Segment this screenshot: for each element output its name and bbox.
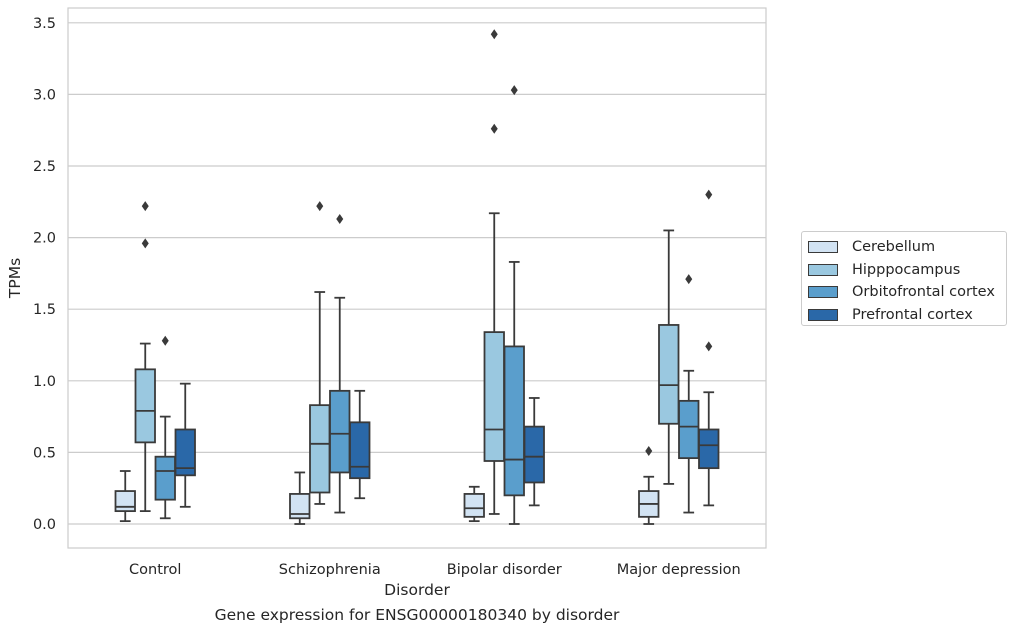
box-body bbox=[523, 425, 545, 484]
box-body bbox=[503, 345, 525, 497]
legend-swatch-orbitofrontal-cortex bbox=[808, 286, 838, 299]
legend-label-cerebellum: Cerebellum bbox=[852, 239, 936, 256]
outlier-point bbox=[685, 274, 693, 285]
box-prefrontal-cortex bbox=[349, 389, 371, 500]
legend-item-prefrontal-cortex: Prefrontal cortex bbox=[808, 304, 1006, 327]
box-body bbox=[114, 490, 136, 513]
box-hipppocampus bbox=[658, 229, 680, 485]
outlier-point bbox=[141, 201, 149, 212]
legend-item-cerebellum: Cerebellum bbox=[808, 236, 1006, 259]
y-tick-label: 1.0 bbox=[33, 374, 56, 390]
outlier-point bbox=[490, 123, 498, 134]
y-tick-labels: 0.0 0.5 1.0 1.5 2.0 2.5 3.0 3.5 bbox=[33, 16, 56, 533]
y-tick-label: 3.5 bbox=[33, 16, 56, 32]
figure-caption: Gene expression for ENSG00000180340 by d… bbox=[214, 606, 620, 624]
box-body bbox=[483, 331, 505, 462]
box-body bbox=[134, 368, 156, 444]
box-body bbox=[678, 399, 700, 460]
outlier-point bbox=[705, 189, 713, 200]
box-orbitofrontal-cortex bbox=[329, 213, 351, 514]
box-cerebellum bbox=[463, 485, 485, 523]
legend: Cerebellum Hipppocampus Orbitofrontal co… bbox=[801, 231, 1007, 326]
legend-swatch-cerebellum bbox=[808, 241, 838, 254]
box-body bbox=[463, 493, 485, 518]
y-tick-label: 0.5 bbox=[33, 445, 56, 461]
box-body bbox=[658, 324, 680, 425]
y-tick-label: 0.0 bbox=[33, 517, 56, 533]
x-tick-label: Bipolar disorder bbox=[447, 562, 562, 578]
box-body bbox=[329, 389, 351, 474]
y-tick-label: 2.0 bbox=[33, 231, 56, 247]
box-body bbox=[698, 428, 720, 470]
legend-label-orbitofrontal-cortex: Orbitofrontal cortex bbox=[852, 284, 995, 301]
legend-item-orbitofrontal-cortex: Orbitofrontal cortex bbox=[808, 281, 1006, 304]
box-hipppocampus bbox=[483, 29, 505, 515]
box-cerebellum bbox=[638, 445, 660, 525]
outlier-point bbox=[336, 213, 344, 224]
x-tick-label: Major depression bbox=[617, 562, 741, 578]
box-prefrontal-cortex bbox=[174, 382, 196, 508]
box-orbitofrontal-cortex bbox=[678, 274, 700, 514]
box-body bbox=[289, 493, 311, 520]
y-tick-label: 1.5 bbox=[33, 302, 56, 318]
box-cerebellum bbox=[114, 470, 136, 523]
box-hipppocampus bbox=[309, 201, 331, 505]
y-axis-label: TPMs bbox=[6, 258, 24, 299]
grid-lines bbox=[68, 22, 766, 525]
y-tick-label: 2.5 bbox=[33, 159, 56, 175]
legend-item-hippocampus: Hipppocampus bbox=[808, 259, 1006, 282]
outlier-point bbox=[705, 341, 713, 352]
x-tick-label: Schizophrenia bbox=[279, 562, 381, 578]
legend-label-prefrontal-cortex: Prefrontal cortex bbox=[852, 306, 973, 323]
box-body bbox=[309, 404, 331, 494]
outlier-point bbox=[490, 29, 498, 40]
x-tick-labels: Control Schizophrenia Bipolar disorder Majo… bbox=[129, 562, 741, 578]
outlier-point bbox=[645, 445, 653, 456]
legend-swatch-prefrontal-cortex bbox=[808, 308, 838, 321]
box-body bbox=[349, 421, 371, 480]
box-orbitofrontal-cortex bbox=[503, 85, 525, 525]
plot-frame bbox=[67, 7, 767, 549]
outlier-point bbox=[510, 85, 518, 96]
box-body bbox=[154, 455, 176, 501]
x-tick-label: Control bbox=[129, 562, 181, 578]
x-axis-label: Disorder bbox=[384, 581, 450, 599]
y-tick-label: 3.0 bbox=[33, 87, 56, 103]
outlier-point bbox=[161, 335, 169, 346]
box-orbitofrontal-cortex bbox=[154, 335, 176, 520]
legend-label-hippocampus: Hipppocampus bbox=[852, 261, 961, 278]
box-hipppocampus bbox=[134, 201, 156, 513]
box-prefrontal-cortex bbox=[523, 397, 545, 507]
legend-swatch-hippocampus bbox=[808, 263, 838, 276]
outlier-point bbox=[141, 238, 149, 249]
outlier-point bbox=[316, 201, 324, 212]
box-cerebellum bbox=[289, 471, 311, 525]
box-series bbox=[114, 29, 720, 525]
box-body bbox=[174, 428, 196, 477]
box-prefrontal-cortex bbox=[698, 189, 720, 507]
